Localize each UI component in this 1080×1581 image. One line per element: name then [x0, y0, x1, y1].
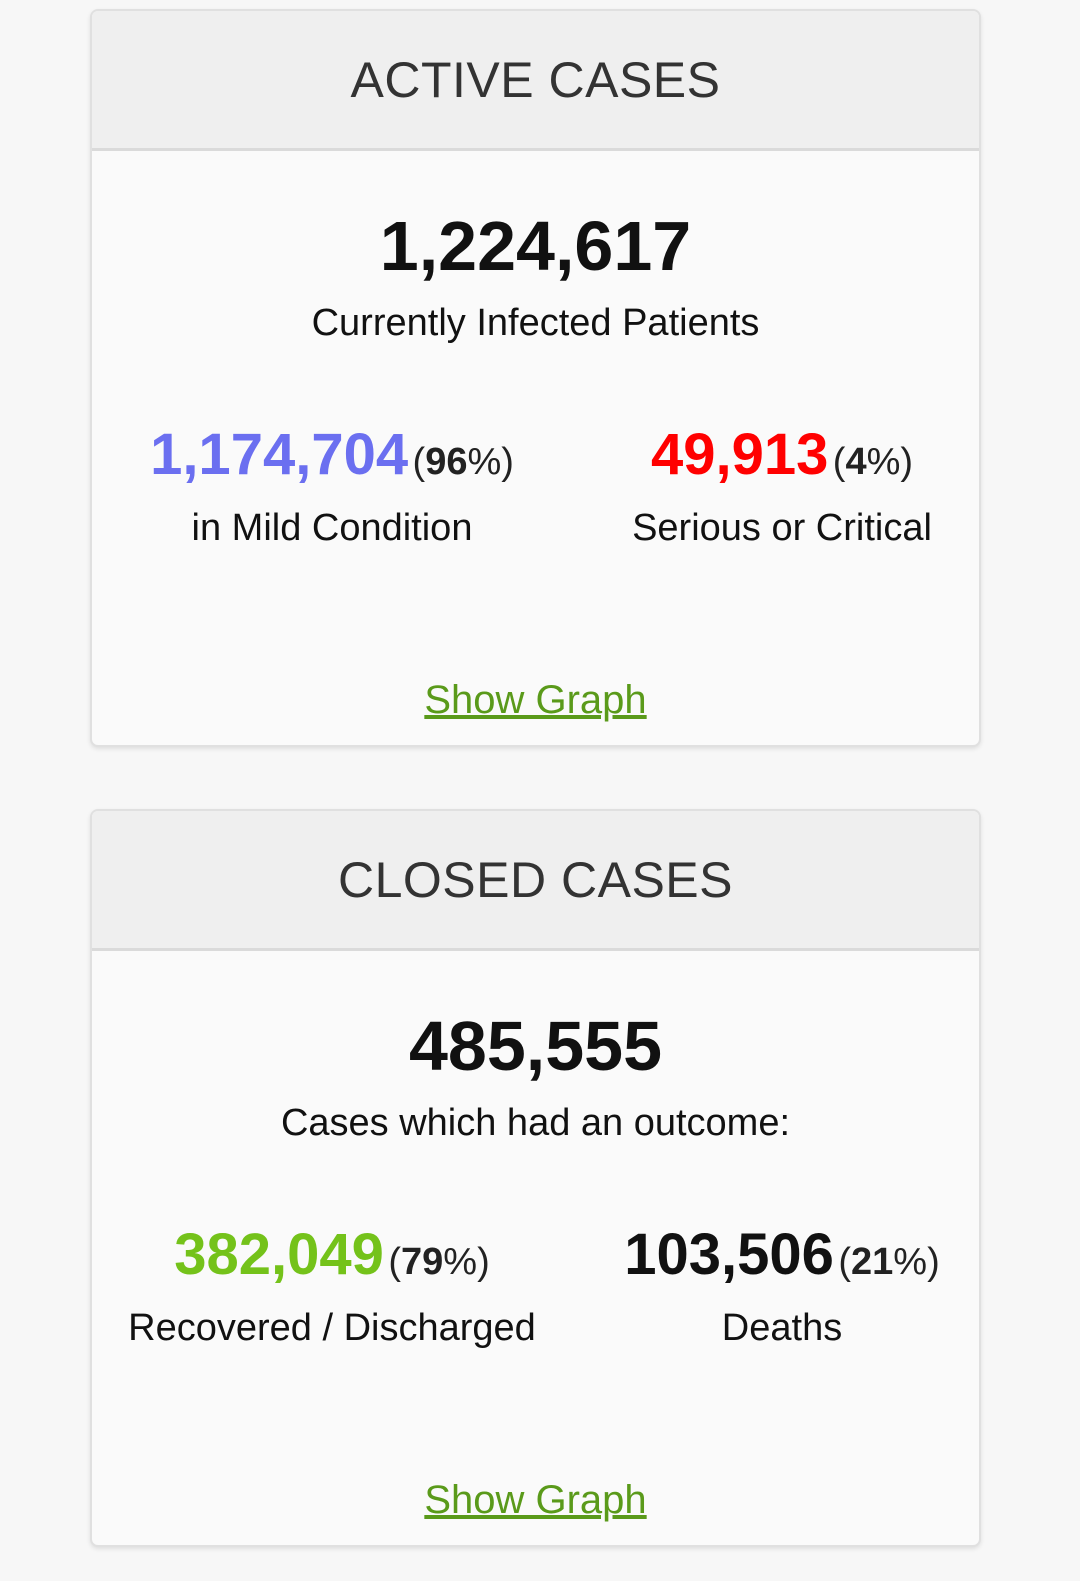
active-cases-heading: ACTIVE CASES [92, 11, 979, 151]
active-cases-total: 1,224,617 [379, 207, 692, 285]
critical-condition-number: 49,913 [650, 422, 829, 487]
recovered-percent: (79%) [388, 1241, 490, 1283]
deaths-stat: 103,506 (21%) Deaths [562, 1222, 979, 1350]
closed-show-graph: Show Graph [92, 1477, 979, 1523]
active-cases-body: 1,224,617 Currently Infected Patients 1,… [92, 151, 979, 745]
mild-condition-percent: (96%) [412, 441, 514, 483]
deaths-label: Deaths [721, 1307, 843, 1349]
critical-condition-label: Serious or Critical [632, 507, 932, 549]
deaths-percent: (21%) [838, 1241, 940, 1283]
closed-show-graph-link[interactable]: Show Graph [424, 1478, 647, 1522]
critical-condition-percent: (4%) [832, 441, 914, 483]
closed-cases-panel: CLOSED CASES 485,555 Cases which had an … [90, 809, 981, 1547]
active-cases-caption: Currently Infected Patients [311, 302, 760, 344]
active-show-graph-link[interactable]: Show Graph [424, 678, 647, 722]
recovered-stat: 382,049 (79%) Recovered / Discharged [122, 1223, 542, 1350]
mild-condition-stat: 1,174,704 (96%) in Mild Condition [122, 423, 542, 550]
closed-cases-title: CLOSED CASES [337, 851, 733, 908]
active-cases-title: ACTIVE CASES [350, 51, 721, 108]
mild-condition-label: in Mild Condition [191, 507, 473, 549]
recovered-number: 382,049 [174, 1222, 384, 1287]
closed-cases-body: 485,555 Cases which had an outcome: 382,… [92, 951, 979, 1545]
critical-condition-stat: 49,913 (4%) Serious or Critical [562, 422, 979, 550]
mild-condition-number: 1,174,704 [150, 422, 409, 487]
active-show-graph: Show Graph [92, 677, 979, 723]
deaths-number: 103,506 [624, 1222, 834, 1287]
recovered-label: Recovered / Discharged [128, 1307, 536, 1349]
closed-cases-caption: Cases which had an outcome: [280, 1102, 791, 1144]
closed-cases-total: 485,555 [408, 1007, 663, 1085]
closed-cases-heading: CLOSED CASES [92, 811, 979, 951]
active-cases-panel: ACTIVE CASES 1,224,617 Currently Infecte… [90, 9, 981, 747]
